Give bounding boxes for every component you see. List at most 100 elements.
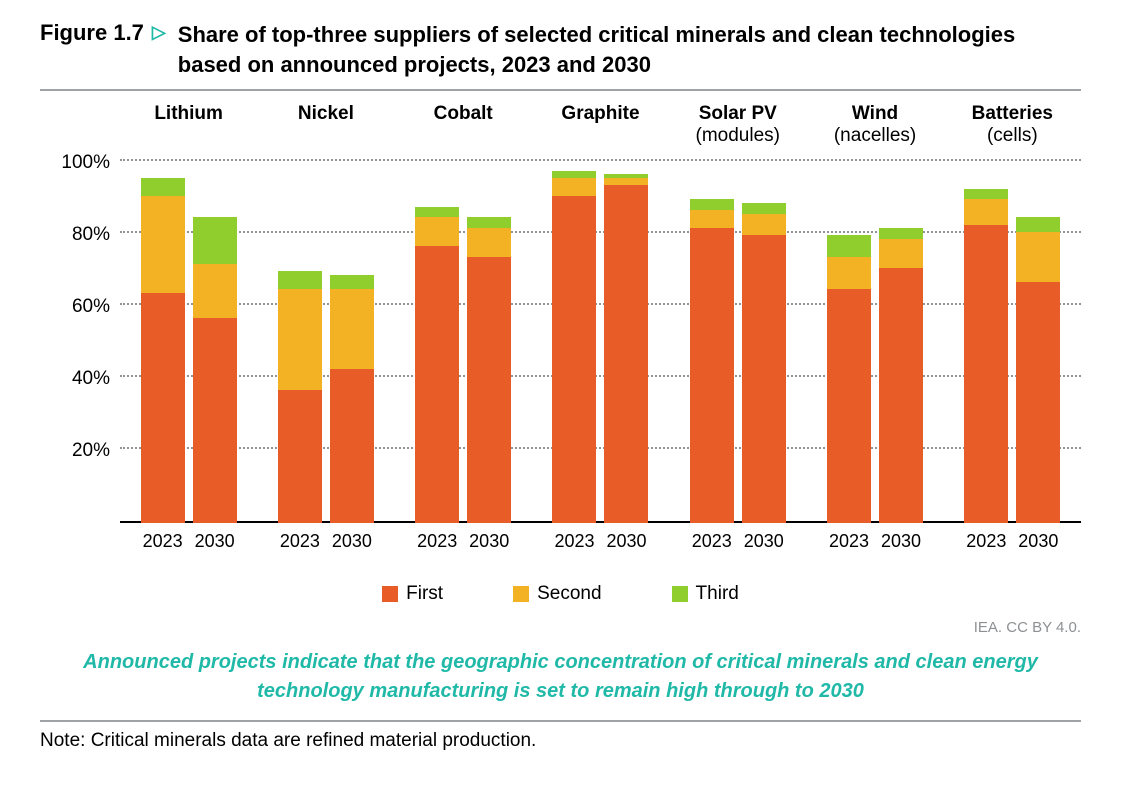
year-label-pair: 20232030	[395, 531, 532, 555]
bar-segment-first	[278, 390, 322, 523]
callout-text: Announced projects indicate that the geo…	[40, 648, 1081, 706]
category-label: Solar PV(modules)	[669, 103, 806, 163]
bar	[879, 163, 923, 523]
legend-swatch-first	[382, 586, 398, 602]
bar-segment-second	[141, 196, 185, 293]
bar	[141, 163, 185, 523]
bar-segment-first	[552, 196, 596, 524]
bar-segment-first	[879, 268, 923, 524]
category-label: Batteries(cells)	[944, 103, 1081, 163]
year-label: 2023	[552, 531, 596, 555]
legend-label-second: Second	[537, 583, 601, 605]
bar-segment-second	[278, 289, 322, 390]
figure-label: Figure 1.7	[40, 20, 144, 46]
year-label: 2023	[964, 531, 1008, 555]
bar-segment-second	[1016, 232, 1060, 282]
year-label: 2030	[604, 531, 648, 555]
bar	[827, 163, 871, 523]
bar-segment-first	[467, 257, 511, 523]
bar-segment-second	[964, 199, 1008, 224]
bar	[278, 163, 322, 523]
bar-groups	[120, 163, 1081, 523]
bar-segment-second	[604, 178, 648, 185]
bar-segment-third	[467, 217, 511, 228]
bar-segment-third	[690, 199, 734, 210]
bar	[330, 163, 374, 523]
year-label-pair: 2023 2030	[669, 531, 806, 555]
legend-item-second: Second	[513, 583, 601, 605]
divider-top	[40, 89, 1081, 91]
y-tick-label: 40%	[40, 368, 118, 390]
bar	[742, 163, 786, 523]
year-label: 2023	[827, 531, 871, 555]
year-label: 2030	[1016, 531, 1060, 555]
bar-segment-second	[690, 210, 734, 228]
bar-segment-second	[193, 264, 237, 318]
bar-segment-third	[552, 171, 596, 178]
bar-group	[944, 163, 1081, 523]
bar-segment-third	[1016, 217, 1060, 231]
legend-label-first: First	[406, 583, 443, 605]
bar-segment-first	[193, 318, 237, 523]
bar-segment-second	[467, 228, 511, 257]
bar-segment-first	[330, 369, 374, 524]
legend-swatch-third	[672, 586, 688, 602]
bar-group	[395, 163, 532, 523]
legend-item-third: Third	[672, 583, 739, 605]
bar-segment-third	[964, 189, 1008, 200]
bar-segment-second	[742, 214, 786, 236]
divider-bottom	[40, 720, 1081, 722]
category-labels-row: LithiumNickelCobaltGraphiteSolar PV(modu…	[120, 103, 1081, 163]
year-label: 2030	[330, 531, 374, 555]
y-tick-label: 100%	[40, 152, 118, 174]
y-tick-label: 80%	[40, 224, 118, 246]
bar-segment-first	[141, 293, 185, 523]
attribution: IEA. CC BY 4.0.	[40, 619, 1081, 636]
category-label: Graphite	[532, 103, 669, 163]
bar-segment-first	[964, 225, 1008, 524]
bar	[964, 163, 1008, 523]
bar-group	[806, 163, 943, 523]
bar-segment-first	[1016, 282, 1060, 523]
bar-segment-first	[742, 235, 786, 523]
bar-group	[257, 163, 394, 523]
year-label: 2023	[690, 531, 734, 555]
bar-segment-second	[827, 257, 871, 289]
category-label: Nickel	[257, 103, 394, 163]
bar-segment-first	[415, 246, 459, 523]
legend-label-third: Third	[696, 583, 739, 605]
bar	[467, 163, 511, 523]
bar-segment-third	[827, 235, 871, 257]
legend-swatch-second	[513, 586, 529, 602]
year-labels-row: 2023 2030 2023 2030 2023 2030 2023 2030 2023 2030…	[120, 531, 1081, 555]
category-label: Cobalt	[395, 103, 532, 163]
y-tick-label: 20%	[40, 440, 118, 462]
bar-group	[669, 163, 806, 523]
category-label: Wind(nacelles)	[806, 103, 943, 163]
year-label: 2030	[193, 531, 237, 555]
bar	[193, 163, 237, 523]
bar-group	[532, 163, 669, 523]
bar-segment-first	[827, 289, 871, 523]
bar-segment-first	[604, 185, 648, 523]
bar	[552, 163, 596, 523]
year-label: 2023	[278, 531, 322, 555]
bar-segment-third	[415, 207, 459, 218]
bar	[1016, 163, 1060, 523]
bar-segment-third	[330, 275, 374, 289]
figure-arrow-icon: ▷	[152, 22, 166, 43]
bar-segment-second	[552, 178, 596, 196]
bar	[690, 163, 734, 523]
year-label: 2030	[742, 531, 786, 555]
footnote: Note: Critical minerals data are refined…	[40, 730, 1081, 752]
year-label-pair: 2023 2030	[532, 531, 669, 555]
year-label-pair: 20232030	[806, 531, 943, 555]
bar-segment-third	[742, 203, 786, 214]
bar-segment-second	[330, 289, 374, 368]
year-label: 2023	[415, 531, 459, 555]
bar-segment-third	[879, 228, 923, 239]
bar-segment-first	[690, 228, 734, 523]
legend: First Second Third	[40, 583, 1081, 605]
year-label-pair: 2023 2030	[257, 531, 394, 555]
category-label: Lithium	[120, 103, 257, 163]
